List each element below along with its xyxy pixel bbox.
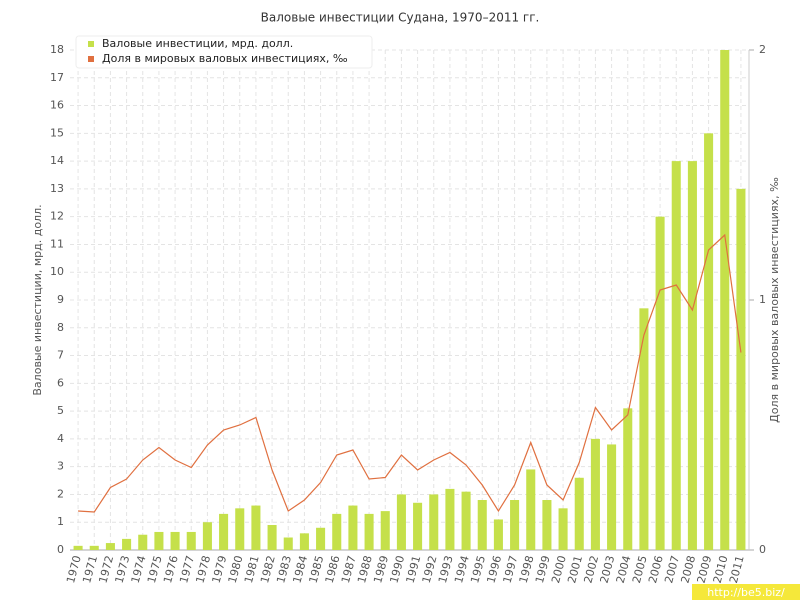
y-tick-label: 0 <box>57 543 64 556</box>
y-tick-label: 15 <box>50 126 64 139</box>
bar <box>396 494 406 550</box>
y2-axis-label: Доля в мировых валовых инвестициях, ‰ <box>768 177 781 423</box>
bar <box>558 508 568 550</box>
bar <box>687 161 697 550</box>
bar <box>704 133 714 551</box>
y2-tick-label: 0 <box>759 543 766 556</box>
bar <box>316 527 326 550</box>
bar <box>493 519 503 550</box>
y-tick-label: 2 <box>57 487 64 500</box>
y-tick-label: 5 <box>57 404 64 417</box>
bar <box>299 533 309 550</box>
legend-box <box>75 35 373 69</box>
y2-tick-label: 2 <box>759 43 766 56</box>
bar <box>413 502 423 550</box>
bar <box>461 491 471 550</box>
bar <box>477 500 487 550</box>
legend-label: Валовые инвестиции, мрд. долл. <box>102 37 293 50</box>
bar <box>655 216 665 550</box>
y-tick-label: 14 <box>50 154 64 167</box>
y-tick-label: 12 <box>50 210 64 223</box>
y-tick-label: 9 <box>57 293 64 306</box>
y-tick-label: 1 <box>57 515 64 528</box>
bar <box>526 469 536 550</box>
y-tick-label: 7 <box>57 349 64 362</box>
bar <box>607 444 617 550</box>
line <box>78 233 742 513</box>
y-tick-label: 13 <box>50 182 64 195</box>
y-tick-label: 3 <box>57 460 64 473</box>
y-tick-label: 4 <box>57 432 64 445</box>
bar <box>671 161 681 550</box>
bar <box>251 505 261 550</box>
bar <box>267 525 277 550</box>
y-tick-label: 10 <box>50 265 64 278</box>
legend-swatch <box>88 56 94 62</box>
bar <box>574 477 584 550</box>
bar <box>122 538 132 550</box>
y-tick-label: 16 <box>50 99 64 112</box>
bar <box>89 545 99 550</box>
watermark-bg <box>692 584 800 600</box>
bar <box>283 537 293 550</box>
bar <box>348 505 358 550</box>
legend-label: Доля в мировых валовых инвестициях, ‰ <box>102 52 348 65</box>
bar <box>380 511 390 550</box>
legend-swatch <box>88 41 94 47</box>
bar <box>235 508 245 550</box>
bar <box>332 513 342 550</box>
watermark: http://be5.biz/ <box>707 586 785 599</box>
chart-title: Валовые инвестиции Судана, 1970–2011 гг. <box>261 11 540 25</box>
bar <box>364 513 374 550</box>
y-tick-label: 11 <box>50 237 64 250</box>
bar <box>202 522 212 550</box>
y-axis-label: Валовые инвестиции, мрд. долл. <box>31 204 44 395</box>
bar <box>720 50 730 550</box>
bar <box>542 500 552 550</box>
bar <box>736 188 746 550</box>
bar <box>154 531 164 550</box>
bar <box>623 408 633 550</box>
bar <box>445 488 455 550</box>
bar <box>590 438 600 550</box>
bar <box>639 308 649 550</box>
bar <box>510 500 520 550</box>
y-tick-label: 17 <box>50 71 64 84</box>
bar <box>73 545 83 550</box>
y2-tick-label: 1 <box>759 293 766 306</box>
y-tick-label: 8 <box>57 321 64 334</box>
bar <box>219 513 229 550</box>
bar <box>105 543 115 550</box>
legend: Валовые инвестиции, мрд. долл. Доля в мир… <box>75 35 373 69</box>
y-tick-label: 18 <box>50 43 64 56</box>
bar <box>429 494 439 550</box>
bar <box>186 531 196 550</box>
y-tick-label: 6 <box>57 376 64 389</box>
bar <box>138 534 148 550</box>
bar <box>170 531 180 550</box>
